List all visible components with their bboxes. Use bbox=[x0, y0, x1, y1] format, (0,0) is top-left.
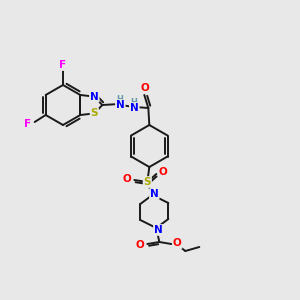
Text: N: N bbox=[150, 189, 159, 199]
Text: N: N bbox=[154, 225, 163, 235]
Text: N: N bbox=[90, 92, 99, 102]
Text: O: O bbox=[141, 83, 150, 93]
Text: H: H bbox=[130, 98, 137, 106]
Text: O: O bbox=[159, 167, 168, 177]
Text: S: S bbox=[144, 177, 151, 187]
Text: O: O bbox=[136, 240, 145, 250]
Text: H: H bbox=[116, 94, 123, 103]
Text: O: O bbox=[173, 238, 182, 248]
Text: N: N bbox=[130, 103, 139, 113]
Text: F: F bbox=[24, 119, 31, 129]
Text: N: N bbox=[116, 100, 125, 110]
Text: S: S bbox=[91, 108, 98, 118]
Text: O: O bbox=[123, 174, 132, 184]
Text: F: F bbox=[59, 60, 67, 70]
